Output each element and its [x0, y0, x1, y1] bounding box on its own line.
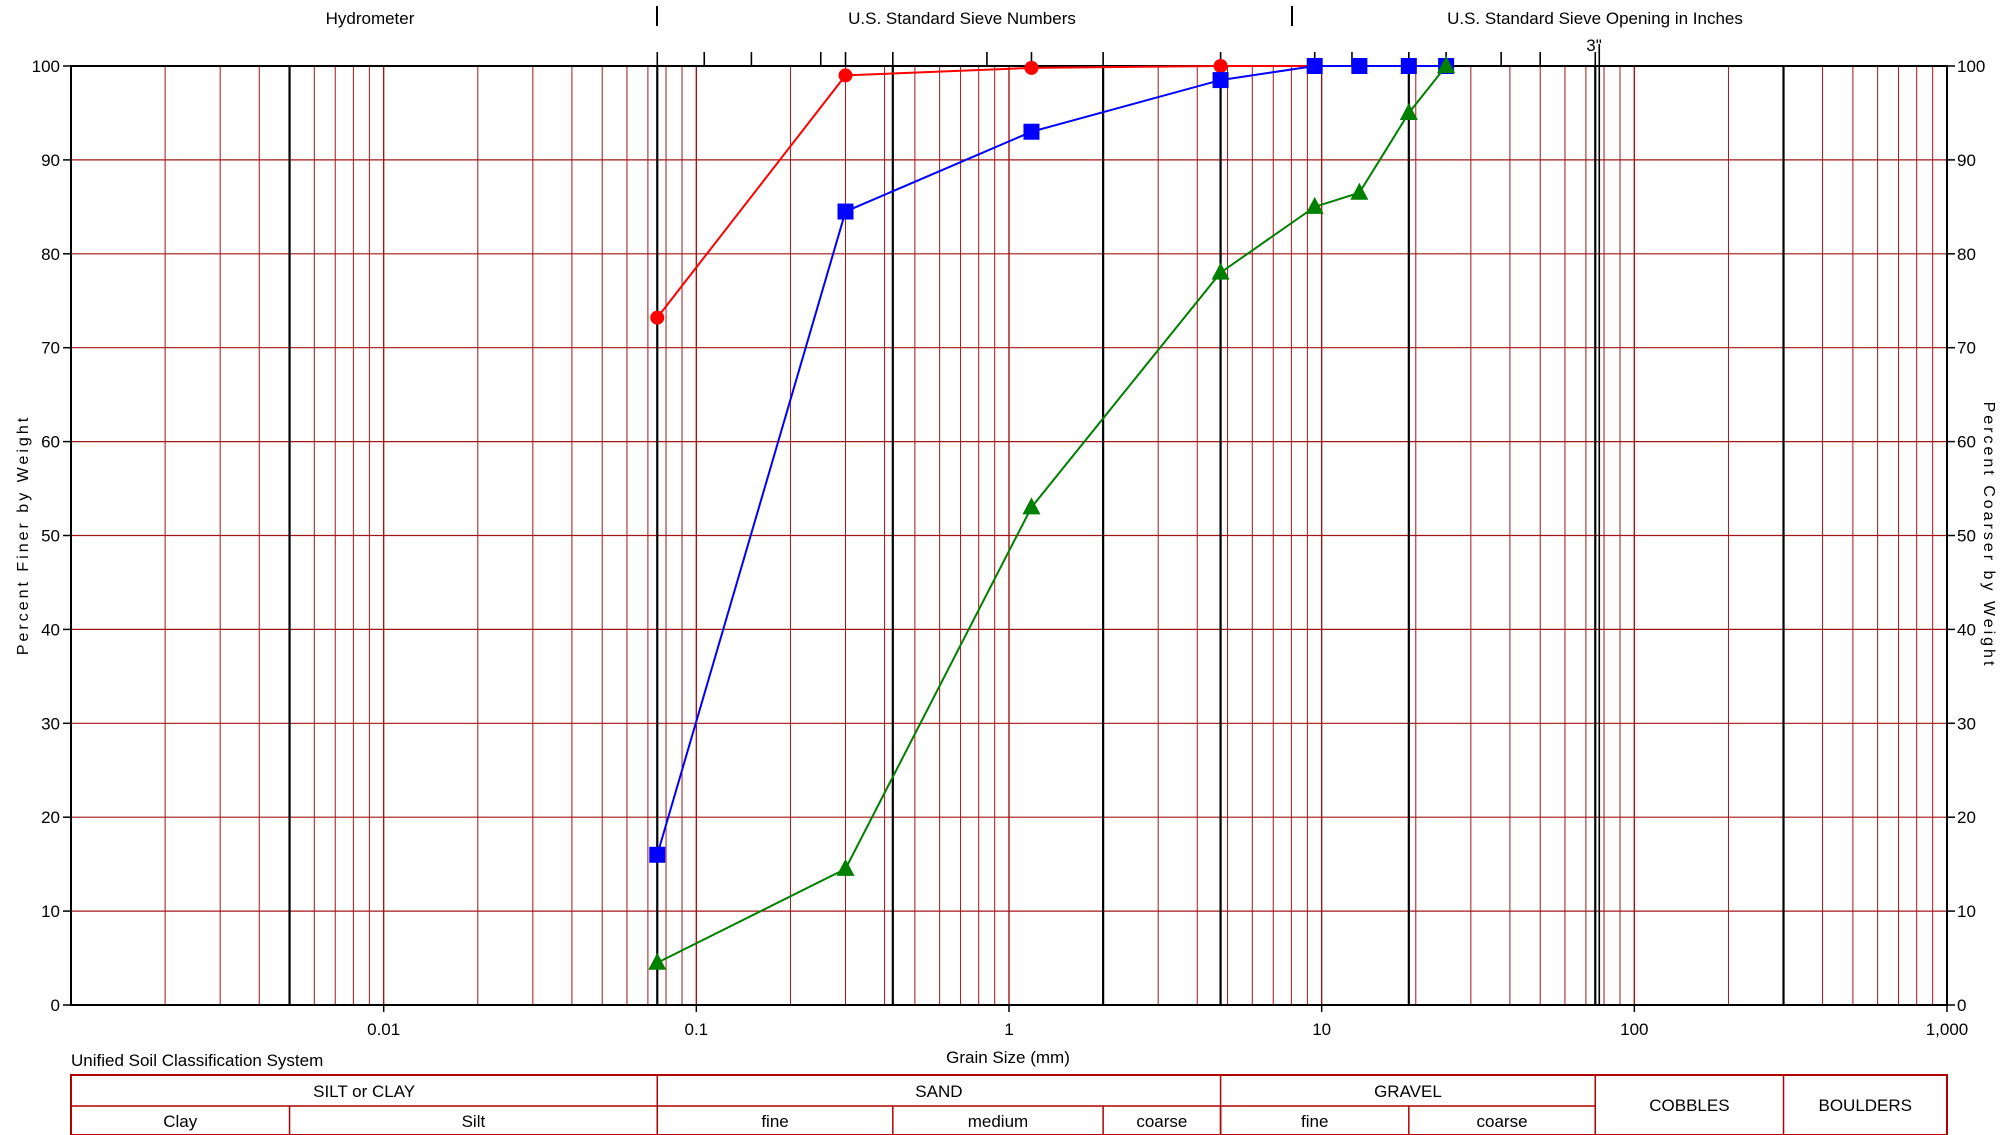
data-point-triangle: [1350, 182, 1369, 200]
y-tick-label-right: 80: [1957, 245, 1976, 264]
y-tick-label-left: 70: [41, 339, 60, 358]
series-group: [648, 56, 1456, 970]
y-tick-label-right: 10: [1957, 902, 1976, 921]
x-tick-label: 0.01: [367, 1020, 400, 1039]
y-tick-label-left: 10: [41, 902, 60, 921]
y-axis-title-left: Percent Finer by Weight: [15, 415, 32, 655]
annotation-3-inch: 3": [1586, 36, 1602, 55]
classification-group-label: GRAVEL: [1374, 1082, 1442, 1101]
uscs-title: Unified Soil Classification System: [71, 1051, 323, 1070]
grid: [71, 44, 1947, 1005]
classification-sub-label: fine: [1301, 1112, 1328, 1131]
y-tick-label-right: 70: [1957, 339, 1976, 358]
classification-single-label: BOULDERS: [1818, 1096, 1912, 1115]
data-point-square: [1023, 123, 1040, 140]
y-tick-label-right: 40: [1957, 620, 1976, 639]
y-tick-label-left: 20: [41, 808, 60, 827]
data-point-triangle: [648, 952, 667, 970]
classification-group-label: SAND: [915, 1082, 962, 1101]
classification-single-label: COBBLES: [1649, 1096, 1729, 1115]
y-tick-label-right: 50: [1957, 527, 1976, 546]
data-point-triangle: [836, 858, 855, 876]
data-point-square: [1400, 58, 1417, 74]
y-tick-label-left: 100: [32, 57, 60, 76]
y-tick-label-left: 0: [51, 996, 60, 1015]
classification-sub-label: Clay: [163, 1112, 198, 1131]
classification-sub-label: coarse: [1136, 1112, 1187, 1131]
classification-sub-label: Silt: [462, 1112, 486, 1131]
y-tick-label-right: 60: [1957, 433, 1976, 452]
header-hydrometer: Hydrometer: [326, 9, 415, 28]
classification-group-label: SILT or CLAY: [313, 1082, 415, 1101]
y-tick-label-left: 90: [41, 151, 60, 170]
data-point-circle: [838, 68, 853, 83]
data-point-square: [649, 846, 666, 863]
classification-table: SILT or CLAY SAND GRAVEL COBBLES BOULDERS Cla…: [70, 1074, 1948, 1135]
series-line-0: [656, 65, 1447, 319]
header-sieve-numbers: U.S. Standard Sieve Numbers: [848, 9, 1076, 28]
data-point-triangle: [1211, 262, 1230, 280]
series-line-1: [656, 65, 1447, 856]
y-tick-label-left: 30: [41, 714, 60, 733]
x-tick-label: 1: [1004, 1020, 1013, 1039]
data-point-triangle: [1022, 497, 1041, 515]
y-tick-label-left: 60: [41, 433, 60, 452]
data-point-circle: [650, 310, 665, 325]
x-tick-label: 100: [1620, 1020, 1648, 1039]
data-point-triangle: [1305, 196, 1324, 214]
y-axis-title-right: Percent Coarser by Weight: [1980, 402, 1997, 669]
data-point-triangle: [1399, 102, 1418, 120]
y-tick-label-right: 0: [1957, 996, 1966, 1015]
y-tick-label-left: 40: [41, 620, 60, 639]
y-tick-label-right: 90: [1957, 151, 1976, 170]
y-tick-label-right: 20: [1957, 808, 1976, 827]
data-point-square: [1212, 72, 1229, 89]
classification-sub-label: fine: [761, 1112, 788, 1131]
x-tick-label: 1,000: [1926, 1020, 1969, 1039]
classification-sub-label: medium: [968, 1112, 1028, 1131]
series-line-2: [656, 65, 1447, 964]
data-point-circle: [1024, 60, 1039, 75]
data-point-square: [837, 203, 854, 220]
data-point-square: [1306, 58, 1323, 74]
classification-sub-label: coarse: [1477, 1112, 1528, 1131]
x-axis-title: Grain Size (mm): [946, 1048, 1070, 1067]
header-sieve-opening: U.S. Standard Sieve Opening in Inches: [1447, 9, 1743, 28]
y-tick-label-left: 80: [41, 245, 60, 264]
data-point-circle: [1213, 59, 1228, 73]
x-tick-label: 0.1: [685, 1020, 709, 1039]
x-tick-label: 10: [1312, 1020, 1331, 1039]
sieve-ticks: [656, 52, 1597, 66]
y-tick-label-left: 50: [41, 527, 60, 546]
y-tick-label-right: 100: [1957, 57, 1985, 76]
y-tick-label-right: 30: [1957, 714, 1976, 733]
data-point-triangle: [1437, 56, 1456, 73]
data-point-square: [1351, 58, 1368, 74]
